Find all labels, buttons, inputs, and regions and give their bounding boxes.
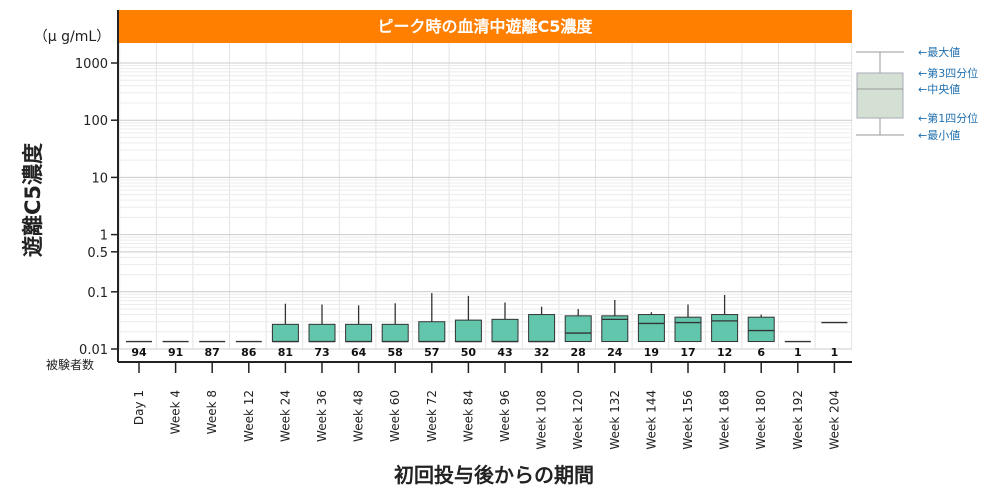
subject-count: 57 xyxy=(424,346,439,359)
legend-label-q3: ←第3四分位 xyxy=(918,66,978,80)
iqr-box xyxy=(418,321,446,343)
box-week-180 xyxy=(747,314,775,343)
subject-count: 24 xyxy=(607,346,623,359)
x-tick-label: Week 192 xyxy=(791,390,805,450)
subject-count: 81 xyxy=(278,346,293,359)
unit-label: （μ g/mL） xyxy=(34,29,110,45)
subject-count-label: 被験者数 xyxy=(46,357,94,372)
subject-count: 43 xyxy=(497,346,512,359)
subject-count: 28 xyxy=(571,346,586,359)
plot-area xyxy=(118,43,852,349)
y-tick-label: 0.01 xyxy=(79,343,108,358)
x-tick-label: Week 156 xyxy=(681,390,695,450)
x-tick-label: Week 4 xyxy=(169,390,183,434)
y-tick-label: 100 xyxy=(83,114,108,129)
subject-count: 50 xyxy=(461,346,477,359)
x-tick-label: Week 168 xyxy=(718,390,732,450)
iqr-box xyxy=(564,315,592,343)
iqr-box xyxy=(747,316,775,343)
iqr-box xyxy=(711,314,739,343)
iqr-box xyxy=(271,323,299,343)
subject-count: 1 xyxy=(794,346,802,359)
subject-count: 73 xyxy=(314,346,329,359)
x-tick-layer: Day 1 Week 4 Week 8 Week 12 Week 24 Week 36 We… xyxy=(132,362,841,450)
box-week-144 xyxy=(637,312,665,343)
x-tick-label: Week 204 xyxy=(827,390,841,450)
box-week-60 xyxy=(381,303,409,343)
subject-count: 94 xyxy=(131,346,147,359)
subject-count: 17 xyxy=(680,346,695,359)
iqr-box xyxy=(491,318,519,343)
legend: ←最大値 ←第3四分位 ←中央値 ←第1四分位 ←最小値 xyxy=(856,45,978,142)
y-tick-label: 0.5 xyxy=(87,246,108,261)
box-week-120 xyxy=(564,309,592,343)
count-layer: 94 91 87 86 81 73 64 58 57 50 43 32 28 24 19 17 12 6 1 1 xyxy=(131,346,838,359)
box-week-108 xyxy=(528,306,556,343)
legend-box xyxy=(856,72,904,119)
x-tick-label: Week 108 xyxy=(535,390,549,450)
x-tick-label: Week 72 xyxy=(425,390,439,442)
iqr-box xyxy=(601,315,629,343)
subject-count: 6 xyxy=(757,346,765,359)
x-tick-label: Week 120 xyxy=(571,390,585,450)
x-tick-label: Week 8 xyxy=(205,390,219,434)
legend-label-max: ←最大値 xyxy=(918,45,960,59)
iqr-box xyxy=(528,314,556,343)
iqr-box xyxy=(454,319,482,343)
y-axis-label: 遊離C5濃度 xyxy=(21,143,45,257)
x-tick-label: Week 24 xyxy=(278,390,292,442)
subject-count: 86 xyxy=(241,346,257,359)
y-tick-label: 10 xyxy=(91,171,108,186)
chart-title-banner: ピーク時の血清中遊離C5濃度 xyxy=(118,10,852,43)
legend-label-min: ←最小値 xyxy=(918,129,960,142)
box-week-72 xyxy=(418,293,446,343)
iqr-box xyxy=(637,314,665,343)
y-tick-label: 1000 xyxy=(75,57,108,72)
iqr-box xyxy=(308,323,336,343)
subject-count: 19 xyxy=(644,346,659,359)
iqr-box xyxy=(345,323,373,343)
subject-count: 12 xyxy=(717,346,732,359)
box-week-24 xyxy=(271,303,299,343)
subject-count: 87 xyxy=(205,346,220,359)
iqr-box xyxy=(381,323,409,343)
box-week-36 xyxy=(308,304,336,343)
box-week-48 xyxy=(345,305,373,343)
x-tick-label: Week 96 xyxy=(498,390,512,442)
subject-count: 1 xyxy=(831,346,839,359)
subject-count: 91 xyxy=(168,346,183,359)
title-background xyxy=(118,10,852,43)
y-tick-label: 0.1 xyxy=(87,286,108,301)
x-tick-label: Week 84 xyxy=(461,390,475,442)
subject-count: 58 xyxy=(388,346,403,359)
x-tick-label: Day 1 xyxy=(132,390,146,425)
x-tick-label: Week 180 xyxy=(754,390,768,450)
box-week-96 xyxy=(491,302,519,343)
subject-count: 64 xyxy=(351,346,367,359)
legend-label-median: ←中央値 xyxy=(918,83,960,96)
x-tick-label: Week 48 xyxy=(352,390,366,442)
x-tick-label: Week 36 xyxy=(315,390,329,442)
subject-count: 32 xyxy=(534,346,549,359)
iqr-box xyxy=(674,316,702,343)
box-week-132 xyxy=(601,299,629,343)
box-week-84 xyxy=(454,295,482,343)
y-tick-layer: 1000 100 10 1 0.5 0.1 0.01 xyxy=(75,57,118,358)
box-layer xyxy=(126,293,848,343)
x-tick-label: Week 144 xyxy=(644,390,658,450)
chart-title: ピーク時の血清中遊離C5濃度 xyxy=(378,17,594,36)
legend-label-q1: ←第1四分位 xyxy=(918,111,978,125)
x-tick-label: Week 60 xyxy=(388,390,402,442)
y-tick-label: 1 xyxy=(100,229,108,244)
axis-layer xyxy=(117,10,852,363)
x-tick-label: Week 132 xyxy=(608,390,622,450)
grid-layer xyxy=(118,43,853,350)
x-tick-label: Week 12 xyxy=(242,390,256,442)
box-week-156 xyxy=(674,304,702,343)
box-week-168 xyxy=(711,294,739,343)
x-axis-label: 初回投与後からの期間 xyxy=(394,463,594,487)
